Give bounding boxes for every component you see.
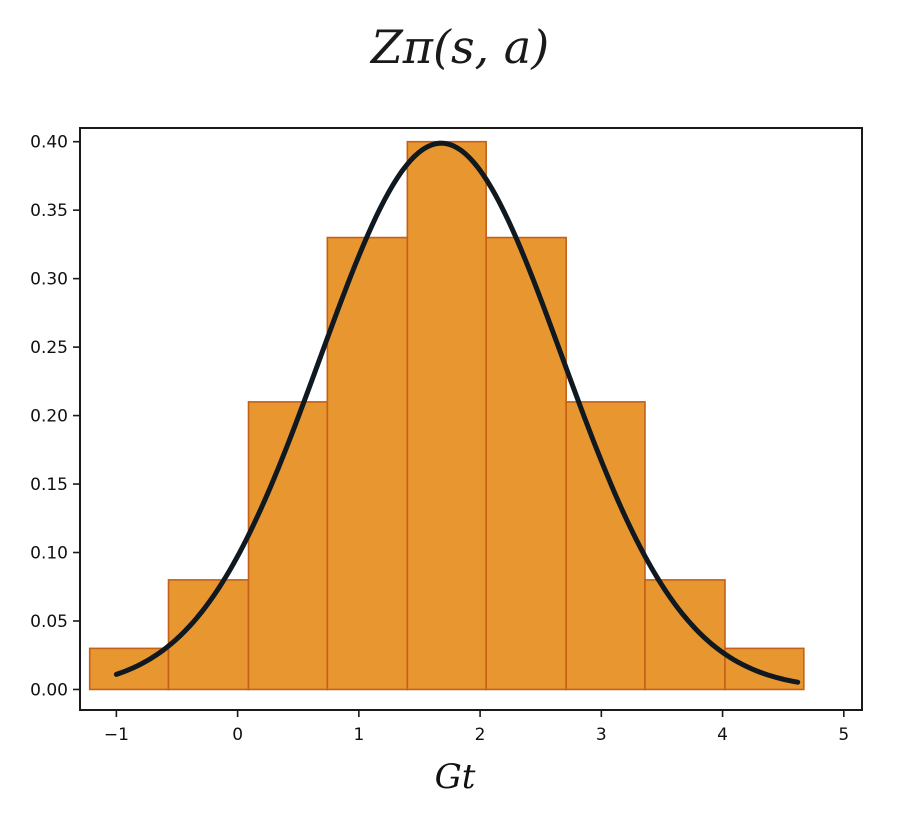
y-tick-label: 0.30 — [30, 270, 68, 290]
x-tick-label: −1 — [104, 725, 129, 745]
y-tick-label: 0.05 — [30, 612, 68, 632]
x-axis-label: Gt — [435, 757, 476, 797]
histogram-bar — [485, 236, 567, 691]
x-tick-label: 3 — [596, 725, 607, 745]
histogram-bar — [406, 140, 487, 691]
x-tick-label: 2 — [475, 725, 486, 745]
histogram-bar — [565, 401, 646, 691]
x-axis: −1 0 1 2 3 4 5 — [104, 710, 849, 745]
x-tick-label: 4 — [717, 725, 728, 745]
y-tick-label: 0.20 — [30, 407, 68, 427]
y-tick-label: 0.35 — [30, 201, 68, 221]
x-tick-label: 0 — [232, 725, 243, 745]
x-tick-label: 5 — [838, 725, 849, 745]
histogram-bar — [247, 401, 329, 691]
x-tick-label: 1 — [353, 725, 364, 745]
histogram-bar — [644, 579, 726, 691]
histogram-bars — [88, 140, 805, 691]
y-tick-label: 0.15 — [30, 475, 68, 495]
chart-title-text: Zπ(s, a) — [370, 20, 550, 74]
y-tick-label: 0.25 — [30, 338, 68, 358]
normal-fit-curve — [113, 140, 801, 685]
y-tick-label: 0.40 — [30, 133, 68, 153]
y-tick-label: 0.10 — [30, 544, 68, 564]
histogram-bar — [326, 236, 409, 691]
y-axis: 0.00 0.05 0.10 0.15 0.20 0.25 0.30 0.35 0.40 — [30, 133, 80, 700]
chart-title: Zπ(s, a) — [0, 20, 920, 74]
y-tick-label: 0.00 — [30, 680, 68, 700]
